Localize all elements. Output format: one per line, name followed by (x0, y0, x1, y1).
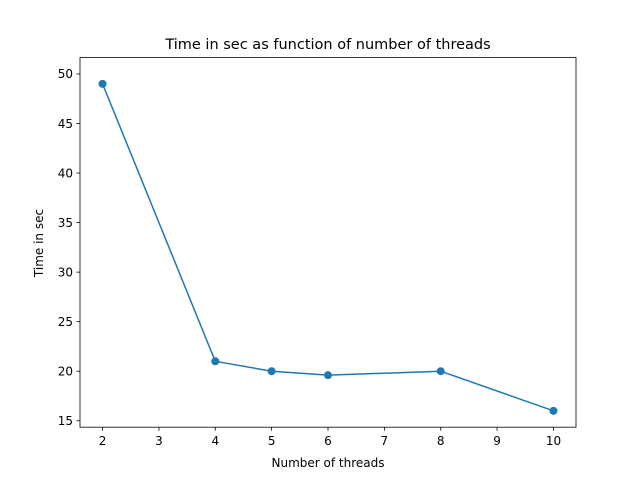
y-tick-label: 50 (58, 67, 73, 81)
x-tick-label: 2 (99, 434, 107, 448)
y-tick-label: 20 (58, 365, 73, 379)
y-tick-label: 35 (58, 216, 73, 230)
data-point (549, 406, 558, 415)
data-point (436, 367, 445, 376)
data-point (98, 79, 107, 88)
y-tick-label: 45 (58, 117, 73, 131)
x-axis-label: Number of threads (272, 456, 385, 470)
x-tick-label: 8 (437, 434, 445, 448)
x-tick-label: 4 (211, 434, 219, 448)
plot-series (98, 79, 558, 415)
data-point (211, 357, 220, 366)
series-line (101, 83, 554, 412)
x-tick-label: 10 (546, 434, 561, 448)
plot-frame (79, 57, 577, 428)
x-tick-label: 6 (324, 434, 332, 448)
x-tick-label: 3 (155, 434, 163, 448)
y-tick-label: 40 (58, 166, 73, 180)
y-tick-label: 25 (58, 315, 73, 329)
chart-title: Time in sec as function of number of thr… (164, 37, 490, 53)
data-point (324, 371, 332, 380)
x-tick-label: 5 (268, 434, 276, 448)
y-tick-label: 15 (58, 414, 73, 428)
y-axis-label: Time in sec (32, 209, 46, 278)
x-tick-label: 9 (493, 434, 501, 448)
data-point (267, 367, 276, 376)
y-tick-label: 30 (58, 265, 73, 279)
x-tick-label: 7 (381, 434, 389, 448)
